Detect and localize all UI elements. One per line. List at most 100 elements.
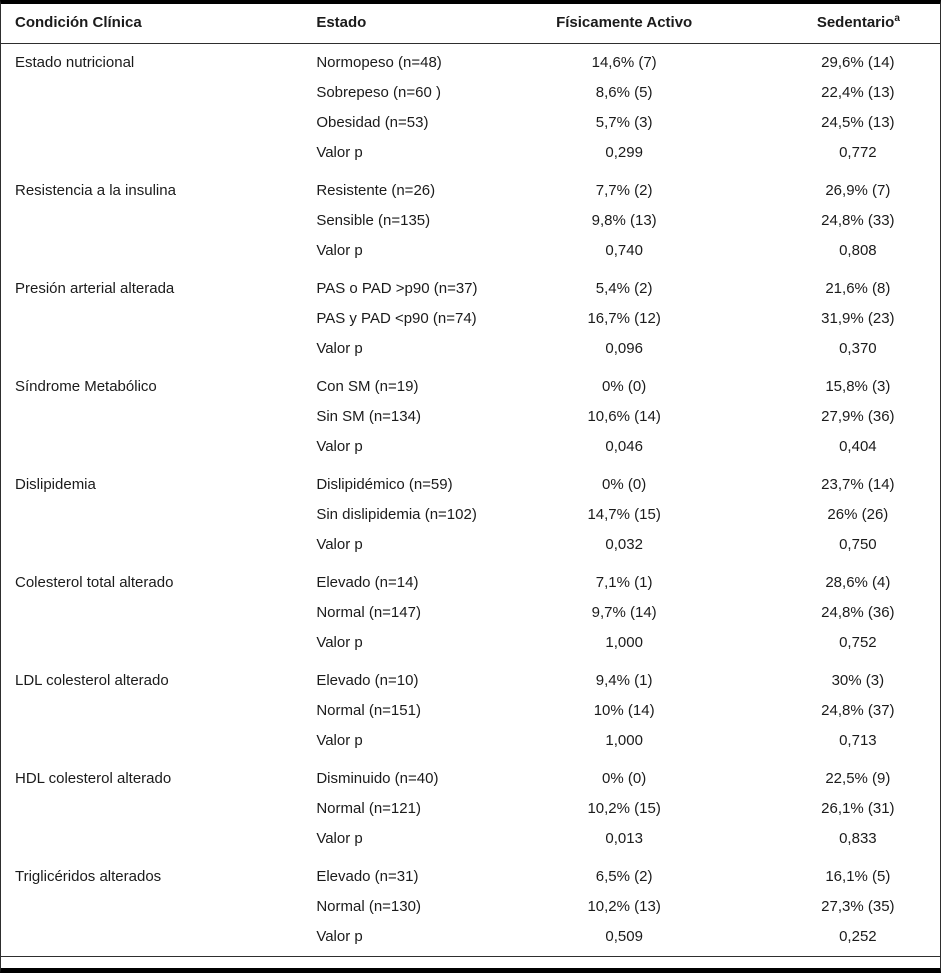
condition-cell xyxy=(1,138,301,172)
sedentario-footnote-marker: a xyxy=(894,13,900,24)
activo-cell: 0% (0) xyxy=(602,770,647,787)
condition-cell xyxy=(1,402,301,432)
table-row: Valor p 0,299 0,772 xyxy=(1,138,940,172)
sedentario-cell: 24,8% (33) xyxy=(821,212,895,229)
table-row: Resistencia a la insulina Resistente (n=2… xyxy=(1,172,940,206)
table-header: Condición Clínica Estado Físicamente Act… xyxy=(1,4,940,44)
activo-cell: 10,2% (15) xyxy=(587,800,661,817)
activo-cell: 0,509 xyxy=(605,928,643,945)
activo-cell: 5,7% (3) xyxy=(595,114,653,131)
activo-cell: 9,4% (1) xyxy=(595,672,653,689)
estado-cell: Valor p xyxy=(316,830,363,847)
estado-cell: Valor p xyxy=(316,438,363,455)
sedentario-cell: 24,8% (37) xyxy=(821,702,895,719)
condition-cell xyxy=(1,108,301,138)
condition-cell xyxy=(1,794,301,824)
estado-cell: Valor p xyxy=(316,634,363,651)
estado-cell: Sensible (n=135) xyxy=(316,212,431,229)
table-row: Sobrepeso (n=60 ) 8,6% (5) 22,4% (13) xyxy=(1,78,940,108)
activo-cell: 1,000 xyxy=(605,634,643,651)
activo-cell: 0,013 xyxy=(605,830,643,847)
activo-cell: 7,7% (2) xyxy=(595,182,653,199)
estado-cell: Normal (n=121) xyxy=(316,800,421,817)
condition-cell: Presión arterial alterada xyxy=(15,280,175,297)
activo-cell: 0,046 xyxy=(605,438,643,455)
table-row: Valor p 0,013 0,833 xyxy=(1,824,940,858)
activo-cell: 0,032 xyxy=(605,536,643,553)
condition-cell xyxy=(1,824,301,858)
activo-cell: 10% (14) xyxy=(593,702,655,719)
activo-cell: 14,7% (15) xyxy=(587,506,661,523)
table-body: Estado nutricional Normopeso (n=48) 14,6% … xyxy=(1,44,940,957)
table-row: Sin SM (n=134) 10,6% (14) 27,9% (36) xyxy=(1,402,940,432)
condition-cell xyxy=(1,334,301,368)
sedentario-cell: 0,370 xyxy=(839,340,877,357)
sedentario-cell: 26,1% (31) xyxy=(821,800,895,817)
sedentario-cell: 0,808 xyxy=(839,242,877,259)
sedentario-cell: 23,7% (14) xyxy=(821,476,895,493)
activo-cell: 10,2% (13) xyxy=(587,898,661,915)
sedentario-cell: 0,713 xyxy=(839,732,877,749)
estado-cell: Disminuido (n=40) xyxy=(316,770,439,787)
table-row: Normal (n=147) 9,7% (14) 24,8% (36) xyxy=(1,598,940,628)
estado-cell: Elevado (n=31) xyxy=(316,868,419,885)
table-row: Triglicéridos alterados Elevado (n=31) 6,5… xyxy=(1,858,940,892)
activo-cell: 8,6% (5) xyxy=(595,84,653,101)
condition-cell: Colesterol total alterado xyxy=(15,574,174,591)
condition-cell: Estado nutricional xyxy=(15,54,135,71)
condition-cell xyxy=(1,892,301,922)
condition-cell xyxy=(1,696,301,726)
estado-cell: Elevado (n=10) xyxy=(316,672,419,689)
table-row: PAS y PAD <p90 (n=74) 16,7% (12) 31,9% (23… xyxy=(1,304,940,334)
table-row: Valor p 0,740 0,808 xyxy=(1,236,940,270)
table-row: Obesidad (n=53) 5,7% (3) 24,5% (13) xyxy=(1,108,940,138)
table-row: Colesterol total alterado Elevado (n=14) 7… xyxy=(1,564,940,598)
estado-cell: Valor p xyxy=(316,928,363,945)
condition-cell xyxy=(1,236,301,270)
table-row: Síndrome Metabólico Con SM (n=19) 0% (0) 15… xyxy=(1,368,940,402)
condition-cell xyxy=(1,726,301,760)
table-row: Dislipidemia Dislipidémico (n=59) 0% (0) 23… xyxy=(1,466,940,500)
table-row: Estado nutricional Normopeso (n=48) 14,6% … xyxy=(1,44,940,79)
estado-cell: Dislipidémico (n=59) xyxy=(316,476,453,493)
estado-cell: PAS y PAD <p90 (n=74) xyxy=(316,310,477,327)
activo-cell: 0% (0) xyxy=(602,378,647,395)
table-row: LDL colesterol alterado Elevado (n=10) 9,4… xyxy=(1,662,940,696)
condition-cell xyxy=(1,598,301,628)
condition-cell xyxy=(1,628,301,662)
estado-cell: Obesidad (n=53) xyxy=(316,114,429,131)
activo-cell: 7,1% (1) xyxy=(595,574,653,591)
estado-cell: Valor p xyxy=(316,732,363,749)
estado-cell: Valor p xyxy=(316,144,363,161)
condition-cell xyxy=(1,922,301,957)
condition-cell xyxy=(1,304,301,334)
sedentario-cell: 0,750 xyxy=(839,536,877,553)
header-estado: Estado xyxy=(301,4,542,44)
sedentario-cell: 26% (26) xyxy=(827,506,889,523)
condition-cell: Dislipidemia xyxy=(15,476,96,493)
sedentario-cell: 0,772 xyxy=(839,144,877,161)
condition-cell: HDL colesterol alterado xyxy=(15,770,172,787)
activo-cell: 0,299 xyxy=(605,144,643,161)
activo-cell: 14,6% (7) xyxy=(591,54,657,71)
estado-cell: Normal (n=147) xyxy=(316,604,421,621)
header-sedentario: Sedentarioa xyxy=(706,4,940,44)
table-row: Valor p 0,032 0,750 xyxy=(1,530,940,564)
sedentario-cell: 0,404 xyxy=(839,438,877,455)
clinical-conditions-table: Condición Clínica Estado Físicamente Act… xyxy=(1,4,940,957)
table-row: Sensible (n=135) 9,8% (13) 24,8% (33) xyxy=(1,206,940,236)
estado-cell: Normal (n=151) xyxy=(316,702,421,719)
header-fisicamente-activo: Físicamente Activo xyxy=(541,4,707,44)
estado-cell: Normopeso (n=48) xyxy=(316,54,442,71)
activo-cell: 1,000 xyxy=(605,732,643,749)
condition-cell: LDL colesterol alterado xyxy=(15,672,169,689)
table-row: Presión arterial alterada PAS o PAD >p90 … xyxy=(1,270,940,304)
condition-cell xyxy=(1,500,301,530)
condition-cell: Triglicéridos alterados xyxy=(15,868,162,885)
sedentario-cell: 15,8% (3) xyxy=(825,378,891,395)
condition-cell xyxy=(1,432,301,466)
activo-cell: 9,8% (13) xyxy=(591,212,657,229)
activo-cell: 0,096 xyxy=(605,340,643,357)
condition-cell xyxy=(1,78,301,108)
